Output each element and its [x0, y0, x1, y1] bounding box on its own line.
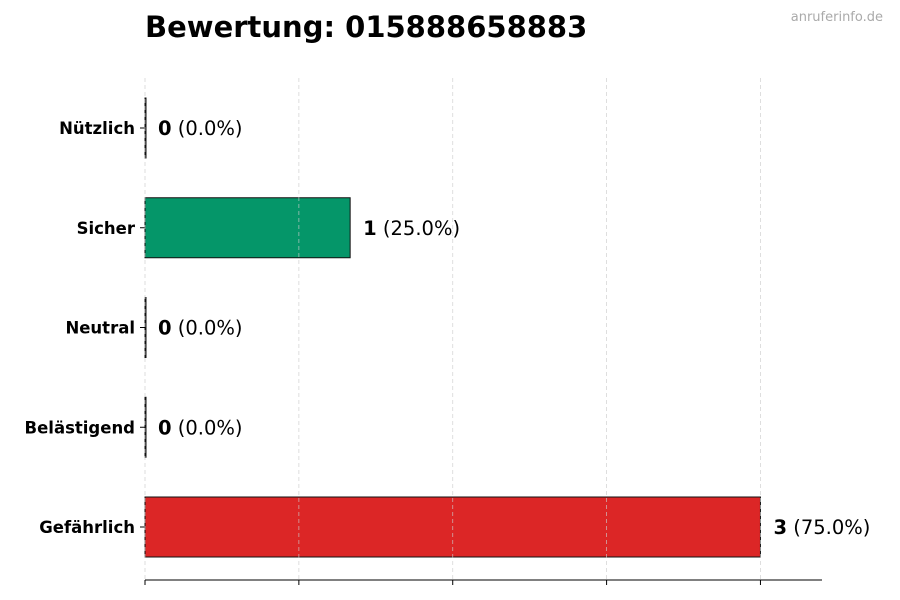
- data-label-4: 3 (75.0%): [773, 516, 870, 539]
- data-label-count: 0: [158, 416, 172, 439]
- y-tick-label-3: Belästigend: [25, 418, 135, 437]
- watermark: anruferinfo.de: [790, 10, 883, 25]
- data-label-count: 3: [773, 516, 787, 539]
- bar-1: [144, 197, 351, 259]
- data-label-1: 1 (25.0%): [363, 217, 460, 240]
- data-label-percent: (0.0%): [172, 416, 243, 439]
- data-label-0: 0 (0.0%): [158, 117, 243, 140]
- data-label-percent: (0.0%): [172, 317, 243, 340]
- y-tick-label-4: Gefährlich: [39, 518, 135, 537]
- y-tick-label-1: Sicher: [77, 219, 136, 238]
- data-label-count: 0: [158, 117, 172, 140]
- data-label-2: 0 (0.0%): [158, 317, 243, 340]
- chart-title: Bewertung: 015888658883: [145, 10, 588, 44]
- y-tick-label-2: Neutral: [65, 319, 135, 338]
- data-label-percent: (25.0%): [377, 217, 460, 240]
- data-label-count: 1: [363, 217, 377, 240]
- bar-2: [144, 297, 147, 358]
- y-tick-label-0: Nützlich: [59, 119, 135, 138]
- data-label-percent: (75.0%): [787, 516, 870, 539]
- data-label-percent: (0.0%): [172, 117, 243, 140]
- data-label-3: 0 (0.0%): [158, 416, 243, 439]
- data-label-count: 0: [158, 317, 172, 340]
- bar-3: [144, 396, 147, 458]
